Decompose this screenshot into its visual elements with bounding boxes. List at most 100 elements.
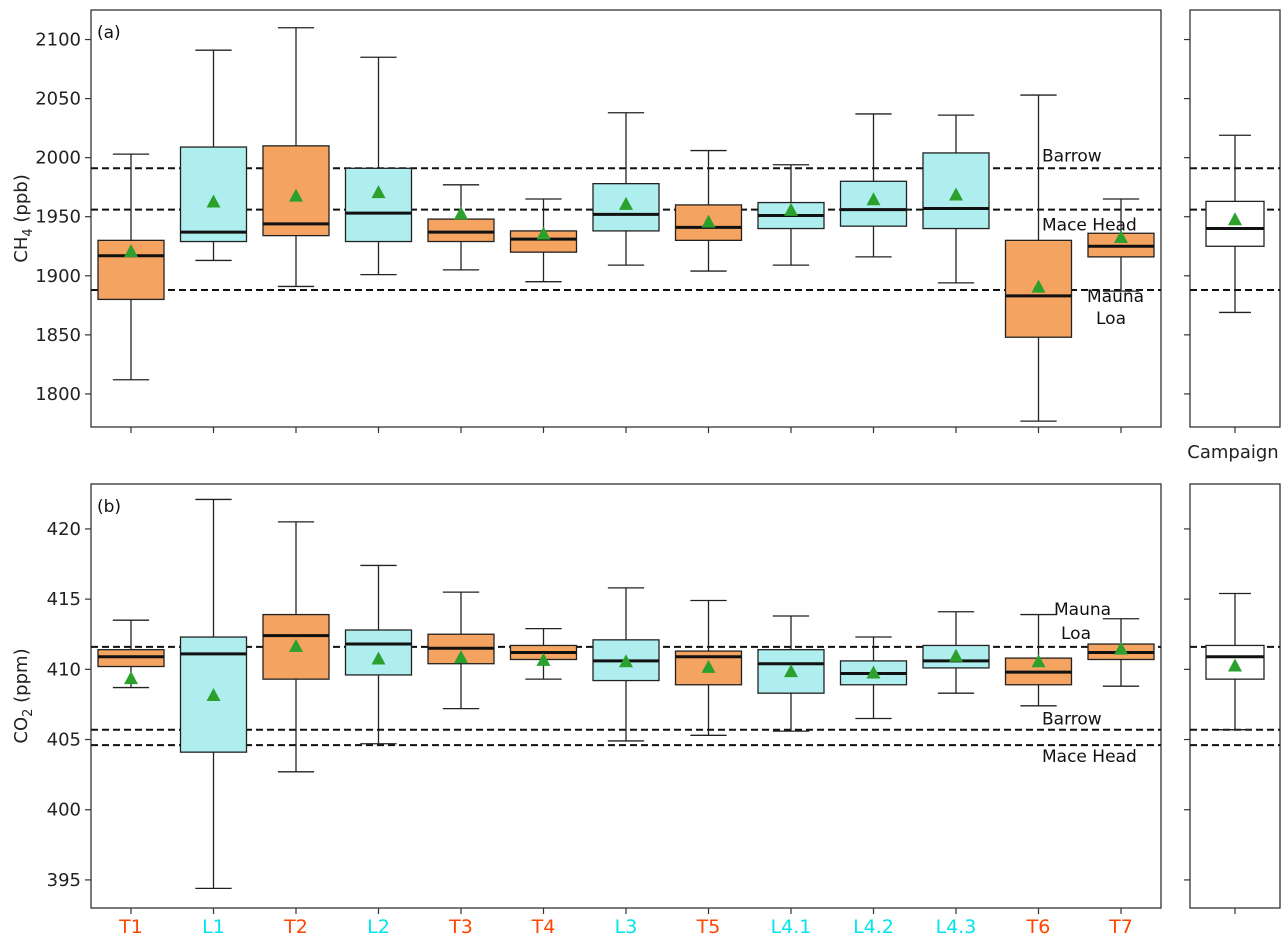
- box-plot: [1087, 618, 1155, 687]
- box-plot: [839, 113, 908, 258]
- box-plot: [262, 27, 330, 288]
- interquartile-box: [1004, 239, 1073, 338]
- box-plot: [1205, 134, 1265, 314]
- mean-marker: [619, 654, 633, 668]
- mean-marker: [619, 196, 633, 210]
- box-plot: [757, 615, 825, 732]
- reference-line-label: Barrow: [1042, 146, 1102, 166]
- y-axis-label: CH4 (ppb): [11, 174, 36, 262]
- interquartile-box: [427, 218, 495, 243]
- mean-marker: [454, 650, 468, 664]
- mean-marker: [701, 214, 716, 228]
- mean-marker: [866, 192, 881, 206]
- panel-label: (a): [97, 23, 121, 43]
- reference-line-label: Loa: [1061, 624, 1091, 644]
- category-label: L4.3: [936, 916, 977, 936]
- mean-marker: [784, 664, 798, 678]
- box-plot: [262, 521, 330, 773]
- y-tick-label: 2100: [35, 30, 81, 51]
- mean-marker: [1228, 658, 1242, 672]
- mean-marker: [949, 648, 963, 662]
- y-axis-label-main: CO: [11, 717, 32, 744]
- mean-marker: [536, 226, 551, 240]
- y-tick-label: 415: [47, 589, 81, 610]
- y-axis-label: CO2 (ppm): [11, 648, 36, 743]
- box-plot: [592, 587, 660, 742]
- box-plot: [1004, 94, 1073, 422]
- box-plot: [97, 619, 165, 689]
- category-label: L2: [367, 916, 390, 936]
- box-plot: [509, 198, 578, 283]
- mean-marker: [371, 185, 386, 199]
- y-tick-label: 1950: [35, 207, 81, 228]
- box-plot: [1205, 592, 1265, 731]
- mean-marker: [124, 244, 138, 258]
- mean-marker: [1031, 654, 1046, 668]
- campaign-label: Campaign: [1187, 442, 1278, 463]
- panel-b: 395 400 405 410 415 420 CO2 (ppm) (b) Mauna Loa Ba…: [11, 483, 1281, 936]
- y-axis-label-unit: (ppb): [11, 174, 32, 228]
- category-label: T7: [1108, 916, 1133, 936]
- y-tick-label: 2050: [35, 89, 81, 110]
- y-axis-label-subscript: 4: [21, 228, 36, 236]
- mean-marker: [1031, 279, 1046, 293]
- box-plot: [97, 153, 165, 381]
- mean-marker: [536, 652, 551, 666]
- mean-marker: [371, 651, 386, 665]
- category-label: T2: [283, 916, 308, 936]
- category-label: L4.1: [771, 916, 812, 936]
- box-plot: [427, 591, 495, 710]
- box-plot: [1004, 613, 1073, 707]
- panel-label: (b): [97, 497, 121, 517]
- box-plot: [179, 49, 248, 262]
- y-tick-label: 400: [47, 800, 81, 821]
- category-label: T4: [531, 916, 556, 936]
- mean-marker: [454, 206, 468, 220]
- panel-a: 1800 1850 1900 1950 2000 2050 2100 CH4 (ppb) (a)…: [11, 9, 1281, 463]
- mean-marker: [949, 187, 963, 201]
- interquartile-box: [179, 146, 248, 243]
- reference-line-label: Mauna: [1087, 287, 1144, 307]
- box-plot: [427, 184, 495, 271]
- category-label: T6: [1026, 916, 1051, 936]
- category-label: L4.2: [853, 916, 894, 936]
- box-plot: [592, 112, 660, 266]
- box-plot: [674, 599, 743, 736]
- box-plot: [1087, 198, 1155, 292]
- category-label: T1: [118, 916, 143, 936]
- y-tick-label: 420: [47, 519, 81, 540]
- mean-marker: [1228, 212, 1242, 226]
- reference-line-label: Mace Head: [1042, 216, 1137, 236]
- mean-marker: [124, 671, 138, 685]
- y-tick-label: 1900: [35, 266, 81, 287]
- box-plot: [757, 164, 825, 266]
- box-plot: [922, 611, 990, 694]
- y-tick-label: 395: [47, 870, 81, 891]
- mean-marker: [701, 659, 716, 673]
- category-label: L3: [615, 916, 638, 936]
- y-tick-label: 405: [47, 730, 81, 751]
- box-plot: [674, 149, 743, 272]
- category-label: T3: [448, 916, 473, 936]
- reference-line-label: Barrow: [1042, 710, 1102, 730]
- interquartile-box: [344, 167, 413, 243]
- category-label: T5: [696, 916, 721, 936]
- mean-marker: [206, 688, 221, 701]
- y-tick-label: 410: [47, 659, 81, 680]
- y-tick-label: 2000: [35, 148, 81, 169]
- reference-line-label: Mauna: [1054, 600, 1111, 620]
- category-label: L1: [202, 916, 225, 936]
- box-plot: [509, 627, 578, 680]
- y-axis-label-subscript: 2: [21, 709, 36, 717]
- mean-marker: [784, 202, 798, 216]
- reference-line-label: Mace Head: [1042, 747, 1137, 767]
- box-plot: [922, 114, 990, 284]
- box-plot: [344, 56, 413, 276]
- reference-line-label: Loa: [1096, 309, 1126, 329]
- y-axis-label-main: CH: [11, 237, 32, 263]
- mean-marker: [206, 194, 221, 208]
- mean-marker: [1114, 229, 1128, 243]
- mean-marker: [1114, 641, 1128, 655]
- y-tick-label: 1850: [35, 325, 81, 346]
- box-plot: [344, 564, 413, 745]
